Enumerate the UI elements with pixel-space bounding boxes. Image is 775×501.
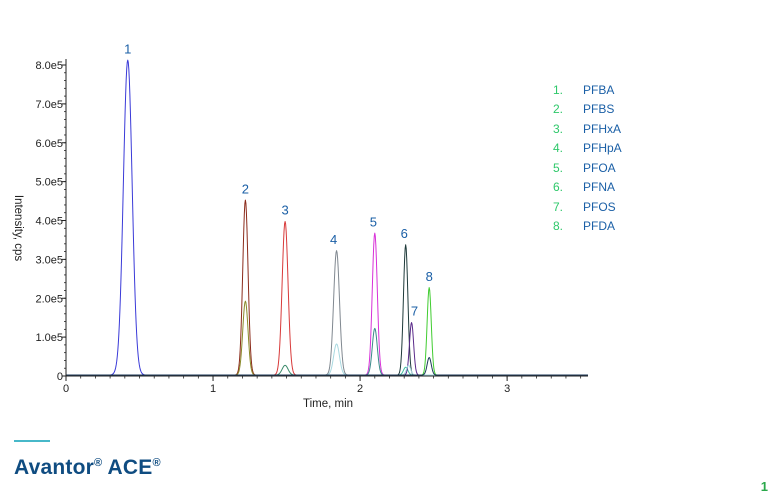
legend-item-label: PFBA bbox=[583, 82, 615, 97]
legend-item: 8. PFDA bbox=[553, 217, 622, 237]
y-tick-label: 1.0e5 bbox=[35, 332, 63, 344]
legend-item-number: 2. bbox=[553, 102, 564, 117]
legend-item-number: 3. bbox=[553, 121, 564, 136]
chromatogram-traces bbox=[65, 59, 589, 376]
legend-item: 2. PFBS bbox=[553, 100, 622, 120]
peak-trace bbox=[65, 327, 589, 376]
peak-trace bbox=[65, 364, 589, 376]
legend-item-number: 1. bbox=[553, 82, 564, 97]
peak-trace bbox=[65, 59, 589, 376]
brand-rule bbox=[14, 440, 50, 442]
x-tick-label: 2 bbox=[357, 383, 363, 395]
legend-item-label: PFBS bbox=[583, 102, 615, 117]
legend-item-label: PFHpA bbox=[583, 141, 622, 156]
y-tick-label: 5.0e5 bbox=[35, 177, 63, 189]
peak-label: 6 bbox=[401, 226, 408, 241]
peak-label: 3 bbox=[281, 203, 288, 218]
chart-legend: 1. PFBA 2. PFBS 3. PFHxA 4. PFHpA 5. PFOA 6. PFNA 7.… bbox=[553, 80, 622, 236]
legend-item-label: PFOA bbox=[583, 160, 616, 175]
peak-trace bbox=[65, 300, 589, 376]
legend-item-number: 7. bbox=[553, 199, 564, 214]
legend-item-label: PFDA bbox=[583, 219, 616, 234]
avantor-ace-logo: Avantor® ACE® bbox=[14, 456, 161, 480]
peak-label: 2 bbox=[242, 181, 249, 196]
peak-label: 7 bbox=[411, 304, 418, 319]
peak-label: 5 bbox=[370, 214, 377, 229]
x-tick-label: 1 bbox=[210, 383, 216, 395]
y-tick-label: 8.0e5 bbox=[35, 60, 63, 72]
peak-label: 4 bbox=[330, 232, 337, 247]
legend-item-label: PFNA bbox=[583, 180, 616, 195]
peak-trace bbox=[65, 364, 589, 376]
peak-trace bbox=[65, 199, 589, 376]
brand-suffix: ACE bbox=[102, 456, 153, 479]
legend-item: 7. PFOS bbox=[553, 197, 622, 217]
legend-item-number: 6. bbox=[553, 180, 564, 195]
x-tick-label: 3 bbox=[504, 383, 510, 395]
legend-item: 6. PFNA bbox=[553, 178, 622, 198]
chart-axes bbox=[65, 59, 588, 377]
legend-item: 1. PFBA bbox=[553, 80, 622, 100]
legend-item-number: 5. bbox=[553, 160, 564, 175]
legend-item-label: PFOS bbox=[583, 199, 616, 214]
peak-label: 1 bbox=[124, 41, 131, 56]
brand-registered-mark-2: ® bbox=[152, 457, 161, 469]
y-tick-label: 2.0e5 bbox=[35, 293, 63, 305]
peak-labels: 1 2 3 4 5 6 7 8 bbox=[124, 41, 433, 318]
y-axis-label: Intensity, cps bbox=[12, 195, 24, 262]
legend-item-label: PFHxA bbox=[583, 121, 622, 136]
legend-item-number: 4. bbox=[553, 141, 564, 156]
peak-trace bbox=[65, 232, 589, 376]
peak-trace bbox=[65, 250, 589, 376]
y-tick-label: 4.0e5 bbox=[35, 216, 63, 228]
legend-item-number: 8. bbox=[553, 219, 564, 234]
y-tick-label: 7.0e5 bbox=[35, 99, 63, 111]
y-tick-label: 6.0e5 bbox=[35, 138, 63, 150]
page-number: 1 bbox=[760, 479, 768, 494]
y-tick-label: 0 bbox=[57, 371, 63, 383]
peak-trace bbox=[65, 322, 589, 376]
peak-trace bbox=[65, 244, 589, 376]
brand-registered-mark: ® bbox=[93, 457, 103, 469]
peak-trace bbox=[65, 287, 589, 376]
x-axis-label: Time, min bbox=[303, 398, 353, 410]
chart-ticks: 0 1.0e5 2.0e5 3.0e5 4.0e5 5.0e5 6.0e5 7.0e5 8.0e… bbox=[35, 60, 582, 395]
peak-label: 8 bbox=[426, 269, 433, 284]
y-tick-label: 3.0e5 bbox=[35, 254, 63, 266]
x-tick-label: 0 bbox=[63, 383, 69, 395]
legend-item: 4. PFHpA bbox=[553, 139, 622, 159]
peak-trace bbox=[65, 357, 589, 376]
brand-name: Avantor bbox=[14, 456, 94, 479]
legend-item: 3. PFHxA bbox=[553, 119, 622, 139]
peak-trace bbox=[65, 220, 589, 376]
legend-item: 5. PFOA bbox=[553, 158, 622, 178]
peak-trace bbox=[65, 343, 589, 376]
